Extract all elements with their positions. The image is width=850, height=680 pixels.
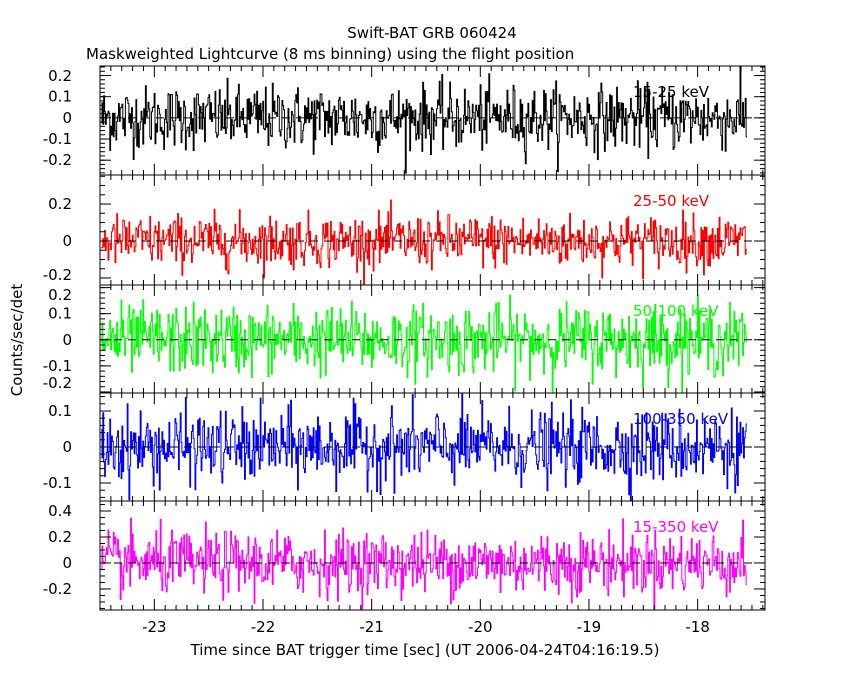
y-tick-label: 0.2: [48, 67, 72, 85]
panel-energy-label: 100-350 keV: [633, 410, 729, 428]
x-tick-label: -18: [685, 618, 710, 636]
y-tick-label: -0.1: [43, 357, 72, 375]
y-tick-label: -0.2: [43, 266, 72, 284]
panel-energy-label: 15-25 keV: [633, 83, 710, 101]
panel-25-50-kev: 0.2 0 -0.2 25-50 keV: [43, 174, 766, 286]
x-tick-label: -22: [251, 618, 276, 636]
y-tick-label: 0.4: [48, 502, 72, 520]
panel-15-350-kev: 0.4 0.2 0 -0.2 15-350 keV: [43, 500, 766, 611]
y-tick-label: -0.2: [43, 580, 72, 598]
panel-energy-label: 25-50 keV: [633, 192, 710, 210]
y-tick-label: 0.1: [48, 305, 72, 323]
y-tick-label: 0.2: [48, 195, 72, 213]
chart-title: Swift-BAT GRB 060424: [347, 24, 516, 42]
y-tick-label: -0.2: [43, 374, 72, 392]
panel-50-100-kev: 0.20.1 0 -0.1-0.2 50-100 keV: [43, 284, 766, 394]
lightcurve-series: [101, 294, 747, 394]
y-tick-label: 0: [62, 109, 72, 127]
lightcurve-series: [101, 517, 747, 611]
panel-frame: [99, 500, 766, 611]
panel-energy-label: 15-350 keV: [633, 518, 719, 536]
x-tick-label: -19: [577, 618, 602, 636]
x-tick-label: -23: [142, 618, 167, 636]
lightcurve-series: [101, 393, 747, 502]
y-tick-label: 0: [62, 232, 72, 250]
panel-100-350-kev: 0.1 0 -0.1 100-350 keV: [43, 392, 766, 502]
lightcurve-series: [101, 65, 747, 174]
y-tick-label: -0.1: [43, 130, 72, 148]
panel-energy-label: 50-100 keV: [633, 302, 719, 320]
y-tick-label: 0: [62, 438, 72, 456]
x-tick-label: -21: [359, 618, 384, 636]
x-tick-label: -20: [468, 618, 493, 636]
y-tick-label: 0: [62, 554, 72, 572]
y-tick-label: -0.2: [43, 151, 72, 169]
y-tick-label: 0.1: [48, 88, 72, 106]
y-tick-label: 0.2: [48, 528, 72, 546]
lightcurve-series: [101, 199, 747, 286]
x-axis-label: Time since BAT trigger time [sec] (UT 20…: [190, 641, 660, 659]
chart-subtitle: Maskweighted Lightcurve (8 ms binning) u…: [86, 45, 574, 63]
y-tick-label: 0.1: [48, 402, 72, 420]
y-tick-label: 0.2: [48, 286, 72, 304]
y-axis-label: Counts/sec/det: [8, 284, 26, 397]
y-tick-label: -0.1: [43, 474, 72, 492]
y-tick-label: 0: [62, 331, 72, 349]
